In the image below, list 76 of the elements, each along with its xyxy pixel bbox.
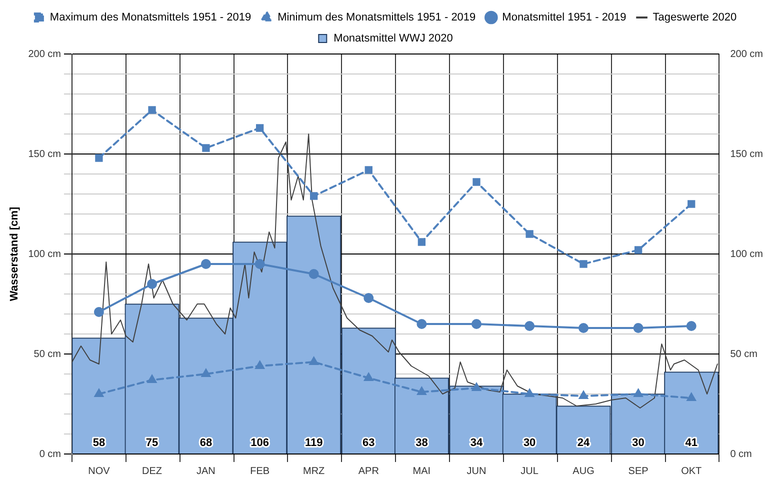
x-tick-label: DEZ xyxy=(142,466,162,477)
data-label: 63 xyxy=(362,437,375,450)
point xyxy=(254,259,265,269)
y2-tick-label: 200 cm xyxy=(730,48,764,60)
point xyxy=(256,124,264,132)
point xyxy=(94,307,104,317)
point xyxy=(472,383,481,391)
data-label: 30 xyxy=(523,437,536,450)
point xyxy=(578,323,588,333)
point xyxy=(526,230,534,238)
point xyxy=(686,321,696,331)
x-tick-label: NOV xyxy=(88,466,110,477)
legend-label: Minimum des Monatsmittels 1951 - 2019 xyxy=(278,12,476,24)
point xyxy=(200,259,211,269)
data-label: 41 xyxy=(685,437,698,450)
point xyxy=(202,144,210,152)
point xyxy=(201,369,210,377)
point xyxy=(633,323,644,333)
legend-label: Tageswerte 2020 xyxy=(652,12,737,24)
y2-tick-label: 0 cm xyxy=(730,448,752,460)
data-label: 119 xyxy=(304,437,323,450)
data-label: 24 xyxy=(577,437,590,450)
point xyxy=(472,319,482,329)
x-tick-label: OKT xyxy=(681,466,702,477)
data-label: 58 xyxy=(92,437,106,450)
point xyxy=(364,373,374,381)
x-tick-label: JAN xyxy=(196,466,216,477)
x-tick-label: FEB xyxy=(250,466,270,477)
point xyxy=(417,387,426,395)
x-tick-label: SEP xyxy=(628,466,649,477)
x-tick-label: JUL xyxy=(520,466,539,477)
legend-label: Monatsmittel 1951 - 2019 xyxy=(502,12,626,24)
data-label: 34 xyxy=(470,437,484,450)
point xyxy=(148,375,156,383)
y2-tick-label: 150 cm xyxy=(730,148,764,160)
legend-label: Monatsmittel WWJ 2020 xyxy=(334,32,453,45)
x-tick-label: MRZ xyxy=(302,466,325,477)
point xyxy=(255,361,264,369)
data-label: 106 xyxy=(250,437,270,450)
point xyxy=(418,238,426,246)
y2-tick-label: 100 cm xyxy=(730,248,764,260)
y-axis-title: Wasserstand [cm] xyxy=(8,206,21,302)
point xyxy=(472,178,480,186)
point xyxy=(364,293,374,303)
data-label: 30 xyxy=(632,437,644,450)
point xyxy=(416,319,427,329)
point xyxy=(308,269,319,279)
x-tick-label: AUG xyxy=(572,466,595,477)
point xyxy=(634,246,642,254)
point xyxy=(310,192,318,200)
x-tick-label: JUN xyxy=(466,466,486,477)
y2-tick-label: 50 cm xyxy=(730,348,758,360)
x-tick-label: MAI xyxy=(412,466,431,477)
y-tick-label: 0 cm xyxy=(39,448,61,460)
y-tick-label: 150 cm xyxy=(28,148,61,160)
data-label: 38 xyxy=(416,437,428,450)
point xyxy=(580,260,588,268)
point xyxy=(94,389,104,397)
point xyxy=(148,106,156,114)
x-tick-label: APR xyxy=(358,466,379,477)
point xyxy=(688,200,696,208)
point xyxy=(95,154,103,162)
point xyxy=(579,391,588,399)
point xyxy=(147,279,158,289)
point xyxy=(309,357,318,365)
data-label: 75 xyxy=(146,437,158,450)
data-label: 68 xyxy=(200,437,212,450)
y-tick-label: 50 cm xyxy=(34,348,61,360)
point xyxy=(525,389,534,397)
y-tick-label: 200 cm xyxy=(28,48,61,60)
point xyxy=(634,389,643,397)
legend-label: Maximum des Monatsmittels 1951 - 2019 xyxy=(50,12,252,24)
point xyxy=(364,166,372,174)
point xyxy=(686,393,696,401)
y-tick-label: 100 cm xyxy=(28,248,61,260)
point xyxy=(524,321,535,331)
